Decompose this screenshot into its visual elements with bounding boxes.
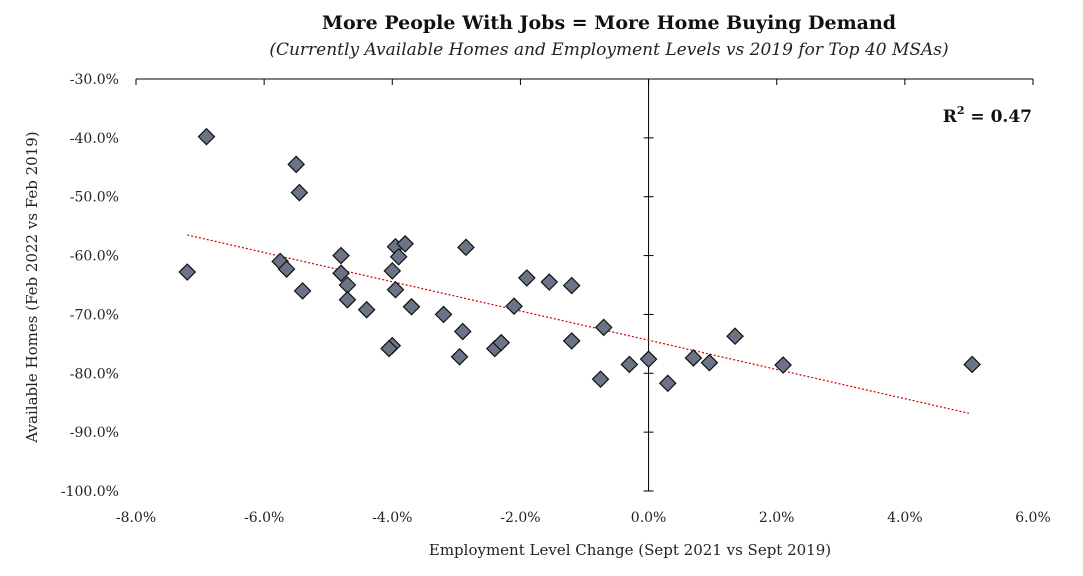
- y-axis-title: Available Homes (Feb 2022 vs Feb 2019): [23, 131, 41, 443]
- data-point: [389, 247, 408, 266]
- data-point: [332, 264, 350, 283]
- data-point: [357, 300, 376, 319]
- data-point: [450, 347, 469, 366]
- x-tick-label: 0.0%: [631, 510, 667, 526]
- data-point: [453, 322, 472, 341]
- data-point: [963, 355, 981, 374]
- r2-value: = 0.47: [965, 107, 1033, 127]
- chart-subtitle: (Currently Available Homes and Employmen…: [269, 40, 949, 60]
- data-point: [726, 327, 744, 346]
- data-point: [457, 238, 475, 257]
- x-tick-label: 6.0%: [1015, 510, 1051, 526]
- y-tick-label: -80.0%: [70, 366, 119, 382]
- data-point: [287, 155, 306, 174]
- data-point: [700, 353, 719, 372]
- y-tick-label: -90.0%: [70, 425, 119, 441]
- data-point: [517, 269, 536, 287]
- y-tick-label: -60.0%: [70, 249, 119, 265]
- data-point: [658, 374, 677, 393]
- data-point: [540, 273, 559, 291]
- data-points: [178, 127, 981, 393]
- y-tick-label: -50.0%: [70, 190, 119, 206]
- data-point: [684, 349, 703, 367]
- data-point: [277, 260, 296, 278]
- r2-exponent: 2: [957, 104, 965, 117]
- data-point: [774, 356, 792, 374]
- data-point: [434, 305, 453, 324]
- x-axis-title: Employment Level Change (Sept 2021 vs Se…: [429, 541, 831, 559]
- x-tick-label: -6.0%: [244, 510, 284, 526]
- chart-title: More People With Jobs = More Home Buying…: [321, 12, 897, 34]
- r-squared-annotation: R2 = 0.47: [943, 104, 1032, 127]
- r2-label: R: [943, 107, 958, 127]
- data-point: [197, 127, 216, 146]
- trendline-group: [187, 234, 970, 414]
- axes: [135, 78, 1034, 492]
- x-tick-label: -4.0%: [372, 510, 412, 526]
- axis-labels: -8.0% -6.0% -4.0% -2.0% 0.0% 2.0% 4.0% 6.0% -30.…: [23, 72, 1051, 559]
- data-point: [293, 282, 312, 300]
- data-point: [620, 355, 639, 374]
- data-point: [594, 318, 613, 337]
- data-point: [386, 280, 405, 299]
- trendline: [187, 234, 970, 414]
- data-point: [591, 370, 610, 389]
- y-tick-label: -100.0%: [61, 484, 119, 500]
- data-point: [338, 290, 357, 309]
- data-point: [562, 332, 581, 350]
- data-point: [396, 234, 414, 253]
- y-tick-label: -40.0%: [70, 131, 119, 147]
- data-point: [332, 246, 350, 265]
- x-tick-label: -2.0%: [500, 510, 540, 526]
- y-tick-label: -70.0%: [70, 307, 119, 323]
- data-point: [178, 263, 197, 281]
- data-point: [380, 339, 398, 358]
- data-point: [402, 297, 421, 316]
- x-tick-label: -8.0%: [116, 510, 156, 526]
- data-point: [639, 350, 658, 369]
- x-tick-label: 4.0%: [887, 510, 923, 526]
- data-point: [505, 297, 523, 316]
- data-point: [562, 276, 581, 295]
- data-point: [492, 333, 511, 352]
- data-point: [290, 183, 309, 202]
- data-point: [383, 262, 402, 280]
- x-tick-label: 2.0%: [759, 510, 795, 526]
- y-tick-label: -30.0%: [70, 72, 119, 88]
